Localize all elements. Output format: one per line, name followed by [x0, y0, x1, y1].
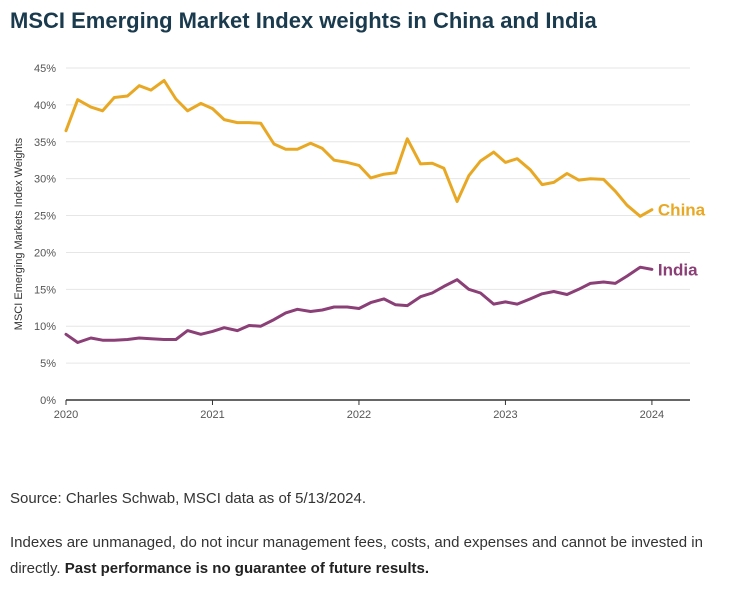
disclaimer-text: Indexes are unmanaged, do not incur mana…: [10, 534, 703, 577]
y-tick-label: 30%: [34, 174, 56, 186]
page-title: MSCI Emerging Market Index weights in Ch…: [10, 8, 597, 33]
disclaimer-note: Indexes are unmanaged, do not incur mana…: [10, 530, 750, 582]
x-axis-ticks: 2020 2021 2022 2023 2024: [54, 400, 664, 421]
x-tick-label: 2021: [200, 409, 224, 421]
y-tick-label: 0%: [40, 395, 56, 407]
series-line-india: [64, 265, 654, 344]
x-tick-label: 2020: [54, 409, 78, 421]
x-tick-label: 2022: [347, 409, 371, 421]
line-chart: 0%5%10%15%20%25%30%35%40%45% 2020 2021 202…: [13, 63, 706, 421]
y-tick-label: 15%: [34, 284, 56, 296]
y-tick-label: 5%: [40, 358, 56, 370]
source-note: Source: Charles Schwab, MSCI data as of …: [10, 490, 367, 507]
series-label-india: India: [658, 260, 698, 279]
y-tick-label: 20%: [34, 247, 56, 259]
y-tick-label: 35%: [34, 137, 56, 149]
y-tick-label: 45%: [34, 63, 56, 75]
y-tick-label: 40%: [34, 100, 56, 112]
series-lines: [64, 79, 654, 344]
series-labels: China India: [658, 201, 706, 280]
disclaimer-emphasis: Past performance is no guarantee of futu…: [64, 560, 430, 577]
x-tick-label: 2024: [640, 409, 664, 421]
y-tick-label: 25%: [34, 211, 56, 223]
series-label-china: China: [658, 201, 706, 220]
x-tick-label: 2023: [493, 409, 517, 421]
y-tick-label: 10%: [34, 321, 56, 333]
series-line-china: [64, 79, 654, 218]
y-axis-label: MSCI Emerging Markets Index Weights: [13, 137, 25, 330]
y-axis-ticks: 0% 5% 10% 15% 20% 25% 30% 35% 40% 45%: [34, 63, 56, 407]
gridlines: [66, 67, 690, 364]
